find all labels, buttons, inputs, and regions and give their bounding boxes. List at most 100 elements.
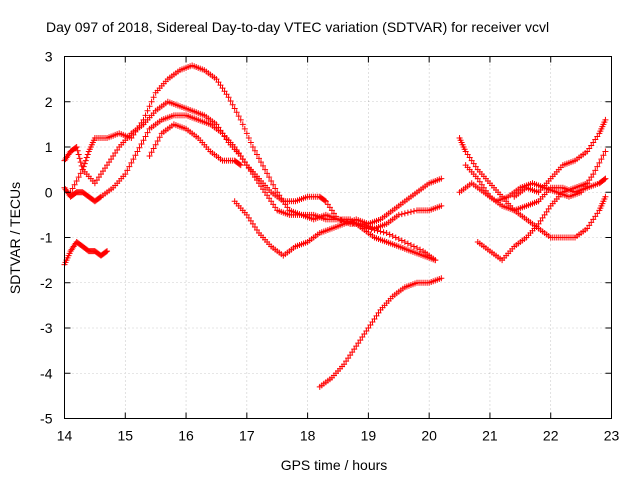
data-point (75, 151, 82, 158)
data-point (588, 142, 595, 149)
x-axis-label: GPS time / hours (281, 457, 388, 473)
data-point (138, 119, 145, 126)
data-point (146, 103, 153, 110)
data-point (237, 153, 244, 160)
data-point (217, 127, 224, 134)
series-track-12 (474, 180, 591, 264)
data-point (126, 163, 133, 170)
series-track-11 (511, 116, 609, 200)
data-point (231, 105, 238, 112)
data-point (236, 161, 243, 168)
series-track-8 (456, 134, 609, 241)
data-point (541, 211, 548, 218)
data-point (219, 130, 226, 137)
data-point (276, 192, 283, 199)
data-point (146, 153, 153, 160)
data-point (374, 227, 381, 234)
data-point (215, 79, 222, 86)
y-tick-label: -4 (40, 365, 53, 381)
data-point (128, 134, 135, 141)
data-point (353, 343, 360, 350)
data-point (438, 202, 445, 209)
data-point (371, 315, 378, 322)
data-point (322, 198, 329, 205)
data-point (280, 198, 287, 205)
series-track-1 (61, 112, 439, 264)
data-point (245, 165, 252, 172)
data-point (144, 129, 151, 136)
data-point (395, 211, 402, 218)
data-point (264, 192, 271, 199)
y-tick-label: -1 (40, 230, 53, 246)
data-point (104, 248, 111, 255)
chart-title: Day 097 of 2018, Sidereal Day-to-day VTE… (46, 19, 549, 35)
data-point (380, 229, 387, 236)
data-point (221, 88, 228, 95)
data-point (241, 125, 248, 132)
data-point (243, 211, 250, 218)
data-point (602, 148, 609, 155)
y-tick-label: -2 (40, 275, 53, 291)
y-tick-label: -3 (40, 320, 53, 336)
y-axis-ticks: -5 -4 -3 -2 -1 0 1 2 3 (40, 49, 612, 427)
data-point (343, 358, 350, 365)
data-point (462, 148, 469, 155)
data-point (272, 185, 279, 192)
x-axis-ticks: 14 15 16 17 18 19 20 21 22 23 (57, 56, 619, 444)
data-point (140, 116, 147, 123)
data-point (470, 160, 477, 167)
data-point (134, 125, 141, 132)
data-point (592, 136, 599, 143)
data-point (77, 159, 84, 166)
data-point (253, 151, 260, 158)
data-point (395, 236, 402, 243)
data-point (398, 211, 405, 218)
data-point (91, 180, 98, 187)
series-track-9 (462, 162, 609, 214)
data-point (438, 275, 445, 282)
data-point (152, 141, 159, 148)
data-point (543, 208, 550, 215)
data-point (278, 195, 285, 202)
data-point (122, 171, 129, 178)
data-point (76, 155, 83, 162)
data-point (150, 145, 157, 152)
data-point (156, 134, 163, 141)
data-point (239, 156, 246, 163)
data-point (148, 149, 155, 156)
data-point (590, 171, 597, 178)
data-point (73, 144, 80, 150)
y-tick-label: 1 (45, 139, 53, 155)
data-point (584, 180, 591, 187)
data-point (247, 217, 254, 224)
data-point (361, 331, 368, 338)
data-point (99, 168, 106, 175)
data-point (71, 181, 78, 188)
series-track-6 (316, 275, 445, 390)
data-point (95, 174, 102, 181)
data-point (347, 352, 354, 359)
data-point (270, 201, 277, 208)
y-tick-label: 3 (45, 49, 53, 65)
data-point (136, 122, 143, 129)
data-point (476, 178, 483, 185)
data-point (223, 91, 230, 98)
series-track-10 (456, 148, 609, 205)
data-point (239, 121, 246, 128)
data-point (213, 121, 220, 128)
x-tick-label: 14 (57, 428, 73, 444)
data-point (138, 140, 145, 147)
data-point (260, 162, 267, 169)
y-tick-label: 2 (45, 94, 53, 110)
series-track-4 (146, 121, 244, 169)
data-point (77, 170, 84, 177)
data-point (466, 154, 473, 161)
data-point (321, 197, 328, 204)
data-point (284, 204, 291, 211)
data-point (326, 204, 333, 211)
data-point (401, 210, 408, 217)
data-point (142, 112, 149, 119)
data-point (124, 167, 131, 174)
data-point (386, 231, 393, 238)
